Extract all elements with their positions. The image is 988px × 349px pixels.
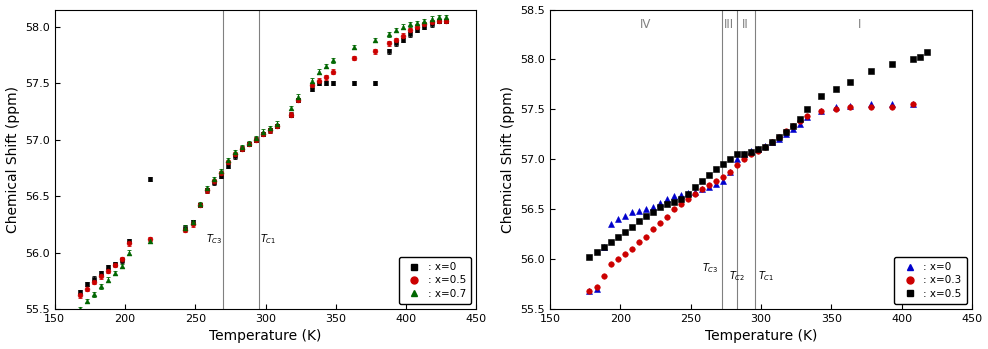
Text: $T_{C3}$: $T_{C3}$ — [206, 232, 222, 246]
Legend: : x=0, : x=0.5, : x=0.7: : x=0, : x=0.5, : x=0.7 — [399, 257, 471, 304]
X-axis label: Temperature (K): Temperature (K) — [209, 329, 322, 343]
Text: II: II — [742, 17, 749, 31]
X-axis label: Temperature (K): Temperature (K) — [704, 329, 817, 343]
Text: IV: IV — [640, 17, 651, 31]
Text: I: I — [858, 17, 862, 31]
Text: $T_{C1}$: $T_{C1}$ — [758, 269, 775, 283]
Text: $T_{C3}$: $T_{C3}$ — [702, 261, 719, 275]
Legend: : x=0, : x=0.3, : x=0.5: : x=0, : x=0.3, : x=0.5 — [894, 257, 966, 304]
Y-axis label: Chemical Shift (ppm): Chemical Shift (ppm) — [501, 86, 515, 233]
Text: III: III — [723, 17, 734, 31]
Text: $T_{C2}$: $T_{C2}$ — [729, 269, 745, 283]
Text: $T_{C1}$: $T_{C1}$ — [260, 232, 277, 246]
Y-axis label: Chemical Shift (ppm): Chemical Shift (ppm) — [6, 86, 20, 233]
